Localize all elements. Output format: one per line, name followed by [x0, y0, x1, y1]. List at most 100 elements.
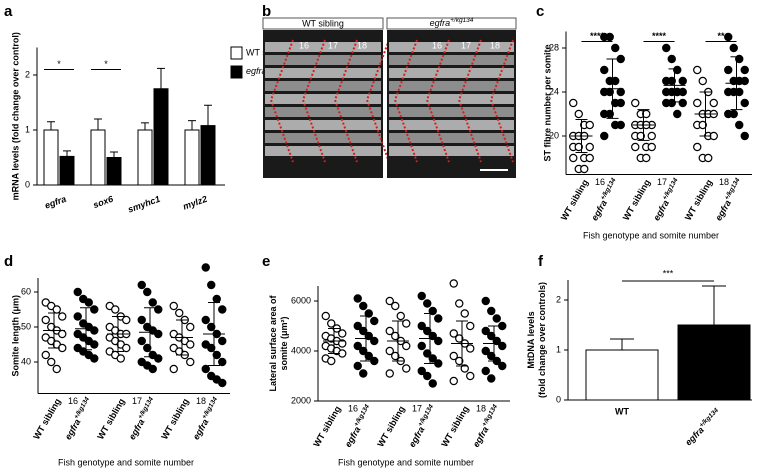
data-point	[735, 87, 744, 97]
data-point	[605, 109, 614, 119]
data-point	[481, 296, 490, 306]
data-point	[175, 308, 184, 318]
data-point	[667, 98, 676, 108]
data-point	[321, 311, 330, 321]
data-point	[122, 343, 131, 353]
significance: ***	[663, 268, 674, 278]
data-point	[90, 354, 99, 363]
somite-label: 16	[299, 40, 309, 50]
group-label: 17	[132, 396, 142, 406]
data-point	[359, 346, 368, 356]
group-label: 18	[476, 403, 486, 413]
data-point	[693, 65, 702, 75]
y-tick-label: 28	[549, 42, 559, 52]
data-point	[212, 350, 221, 360]
data-point	[487, 306, 496, 316]
data-point	[327, 319, 336, 328]
data-point	[735, 120, 744, 130]
y-axis-label: mRNA levels (fold change over control)	[10, 32, 20, 200]
data-point	[385, 346, 394, 356]
muscle-band	[389, 133, 514, 143]
x-tick-label: WT sibling	[621, 178, 652, 222]
data-point	[148, 298, 157, 307]
significance: ****	[590, 31, 605, 41]
x-tick-label: WT sibling	[159, 397, 190, 441]
data-point	[353, 321, 362, 331]
header-box	[386, 17, 517, 30]
bar	[153, 88, 169, 186]
x-tick-label: egfra	[43, 194, 67, 211]
data-point	[631, 98, 640, 108]
y-axis-label: Somite length (μm)	[10, 295, 20, 377]
y-tick-label: 1	[25, 124, 30, 134]
group-label: 17	[657, 177, 667, 187]
x-tick-label: egfra+/kg134	[589, 177, 622, 223]
data-point	[636, 131, 645, 141]
data-point	[466, 321, 475, 331]
data-point	[364, 331, 373, 341]
data-point	[143, 287, 152, 297]
data-point	[359, 326, 368, 336]
data-point	[673, 87, 682, 97]
data-point	[569, 98, 578, 108]
data-point	[466, 344, 475, 353]
data-point	[385, 326, 394, 336]
data-point	[423, 371, 432, 381]
data-point	[434, 314, 443, 323]
data-point	[137, 315, 146, 325]
data-point	[667, 54, 676, 64]
data-point	[662, 43, 671, 53]
bar	[43, 129, 59, 186]
y-axis-label: (fold change over controls)	[537, 282, 547, 398]
x-tick-label: WT sibling	[31, 397, 62, 441]
data-point	[201, 263, 210, 272]
y-tick-label: 50	[21, 321, 31, 331]
panel-letter: e	[262, 253, 270, 270]
data-point	[359, 301, 368, 311]
data-point	[611, 43, 620, 53]
data-point	[137, 280, 146, 290]
data-point	[449, 376, 458, 386]
data-point	[498, 341, 507, 351]
y-tick-label: 40	[21, 356, 31, 366]
data-point	[729, 43, 738, 53]
data-point	[428, 331, 437, 341]
data-point	[428, 379, 437, 388]
x-axis-label: Fish genotype and somite number	[338, 457, 474, 467]
group-label: 16	[348, 403, 358, 413]
data-point	[449, 279, 458, 288]
data-point	[481, 346, 490, 356]
data-point	[611, 76, 620, 86]
data-point	[73, 287, 82, 297]
data-point	[423, 326, 432, 336]
data-point	[364, 351, 373, 361]
data-point	[724, 32, 733, 42]
y-tick-label: 1	[556, 344, 561, 354]
somite-boundary	[333, 39, 358, 163]
data-point	[574, 109, 583, 119]
data-point	[52, 305, 61, 314]
y-tick-label: 20	[549, 130, 559, 140]
muscle-band	[265, 42, 381, 52]
data-point	[385, 369, 394, 378]
data-point	[585, 142, 594, 152]
header-box	[262, 17, 384, 30]
muscle-band	[389, 94, 514, 104]
data-point	[47, 357, 56, 367]
x-axis-label: Fish genotype and somite number	[58, 457, 194, 467]
data-point	[218, 336, 227, 346]
data-point	[391, 351, 400, 361]
data-point	[207, 343, 216, 353]
data-point	[449, 351, 458, 361]
data-point	[201, 315, 210, 325]
data-point	[434, 336, 443, 346]
somite-label: 16	[432, 40, 442, 50]
data-point	[154, 354, 163, 363]
group-label: 16	[68, 396, 78, 406]
data-point	[402, 364, 411, 373]
data-point	[449, 329, 458, 338]
data-point	[212, 294, 221, 304]
data-point	[417, 341, 426, 351]
x-tick-label: sox6	[92, 193, 116, 210]
